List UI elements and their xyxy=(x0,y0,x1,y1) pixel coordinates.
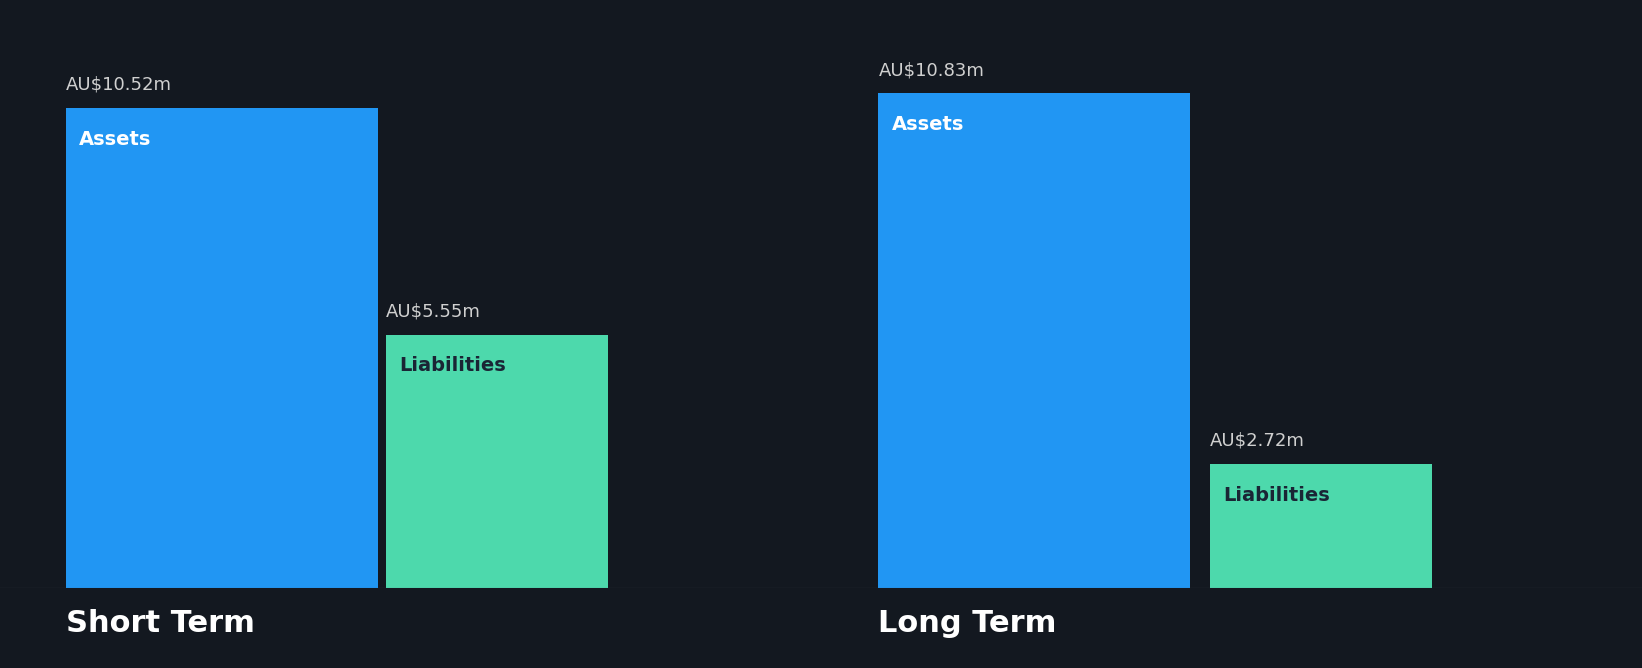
Bar xyxy=(878,94,1190,588)
Text: AU$5.55m: AU$5.55m xyxy=(386,303,481,321)
Text: Liabilities: Liabilities xyxy=(1223,486,1330,504)
Text: Long Term: Long Term xyxy=(878,609,1057,639)
Text: AU$10.83m: AU$10.83m xyxy=(878,62,984,79)
Text: Liabilities: Liabilities xyxy=(399,357,506,375)
Bar xyxy=(66,108,378,588)
Bar xyxy=(386,335,608,588)
Text: AU$2.72m: AU$2.72m xyxy=(1210,432,1305,450)
Text: Short Term: Short Term xyxy=(66,609,255,639)
Bar xyxy=(1210,464,1432,588)
Text: Assets: Assets xyxy=(79,130,151,148)
Text: AU$10.52m: AU$10.52m xyxy=(66,76,172,94)
Text: Assets: Assets xyxy=(892,116,964,134)
